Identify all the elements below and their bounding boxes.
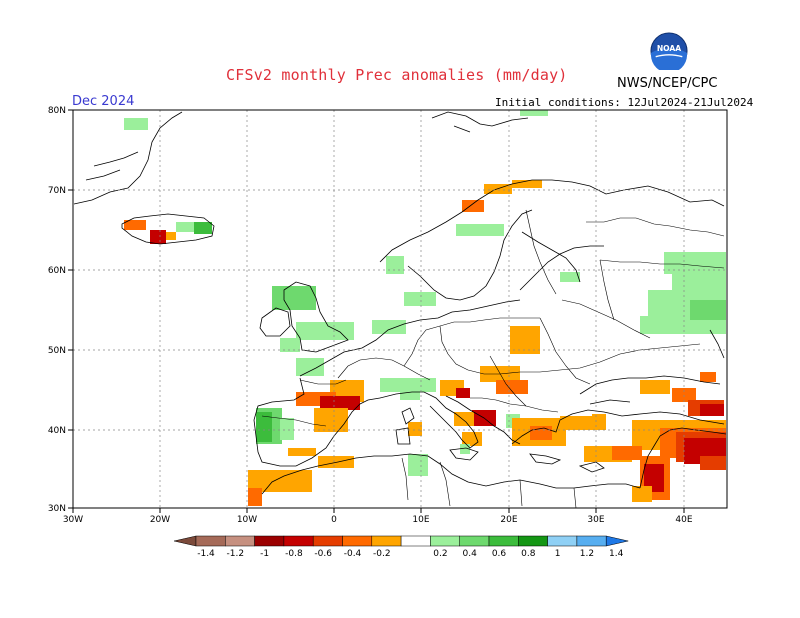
lon-label: 10W [237, 515, 257, 525]
lon-label: 20W [150, 515, 170, 525]
anomaly-layer [124, 110, 726, 506]
colorbar-swatch [576, 535, 607, 547]
colorbar-end-low [173, 535, 197, 547]
ticks [68, 109, 685, 513]
colorbar-tick-label: -1.4 [197, 549, 215, 559]
colorbar-tick-label: -0.8 [285, 549, 303, 559]
colorbar-tick-label: -1.2 [227, 549, 245, 559]
colorbar-tick-label: 1 [555, 549, 561, 559]
lon-label: 0 [331, 515, 337, 525]
colorbar-swatch [195, 535, 226, 547]
colorbar-swatch [342, 535, 373, 547]
lat-label: 60N [48, 266, 66, 276]
lat-label: 40N [48, 426, 66, 436]
colorbar-swatch [430, 535, 460, 547]
colorbar-tick-label: 1.4 [609, 549, 624, 559]
colorbar-labels: -1.4 -1.2 -1 -0.8 -0.6 -0.4 -0.2 0.2 0.4 0.6 0.8 1 1… [197, 549, 623, 559]
map-frame [72, 109, 728, 509]
colorbar-swatch [488, 535, 519, 547]
colorbar [173, 535, 629, 547]
colorbar-tick-label: -0.6 [314, 549, 332, 559]
noaa-logo-text: NOAA [657, 44, 681, 53]
colorbar-tick-label: 0.2 [433, 549, 447, 559]
graticule [73, 110, 727, 508]
lon-labels: 30W 20W 10W 0 10E 20E 30E 40E [63, 515, 693, 525]
colorbar-swatch [225, 535, 255, 547]
colorbar-swatch [459, 535, 490, 547]
lat-label: 30N [48, 504, 66, 514]
colorbar-swatch [312, 535, 343, 547]
borders [261, 209, 725, 509]
colorbar-tick-label: 0.8 [521, 549, 536, 559]
colorbar-swatch [547, 535, 578, 547]
lon-label: 30W [63, 515, 83, 525]
noaa-logo: NOAA [650, 32, 688, 70]
colorbar-tick-label: -1 [260, 549, 269, 559]
agency-label: NWS/NCEP/CPC [617, 76, 718, 91]
colorbar-tick-label: 0.6 [492, 549, 507, 559]
lat-label: 50N [48, 346, 66, 356]
colorbar-swatch [254, 535, 285, 547]
colorbar-swatch [518, 535, 548, 547]
forecast-month: Dec 2024 [72, 94, 135, 109]
colorbar-tick-label: 1.2 [580, 549, 594, 559]
lon-label: 30E [587, 515, 604, 525]
colorbar-swatch [283, 535, 314, 547]
initial-conditions: Initial conditions: 12Jul2024-21Jul2024 [495, 96, 754, 109]
lon-label: 20E [500, 515, 517, 525]
lon-label: 10E [412, 515, 429, 525]
colorbar-end-high [605, 535, 629, 547]
lat-label: 80N [48, 106, 66, 116]
colorbar-swatch [371, 535, 402, 547]
colorbar-tick-label: 0.4 [463, 549, 478, 559]
colorbar-tick-label: -0.4 [344, 549, 362, 559]
colorbar-tick-label: -0.2 [373, 549, 391, 559]
map-title: CFSv2 monthly Prec anomalies (mm/day) [226, 66, 568, 84]
lat-label: 70N [48, 186, 66, 196]
colorbar-swatch [400, 535, 431, 547]
coastlines [73, 111, 727, 495]
lat-labels: 80N 70N 60N 50N 40N 30N [48, 106, 66, 514]
lon-label: 40E [675, 515, 692, 525]
